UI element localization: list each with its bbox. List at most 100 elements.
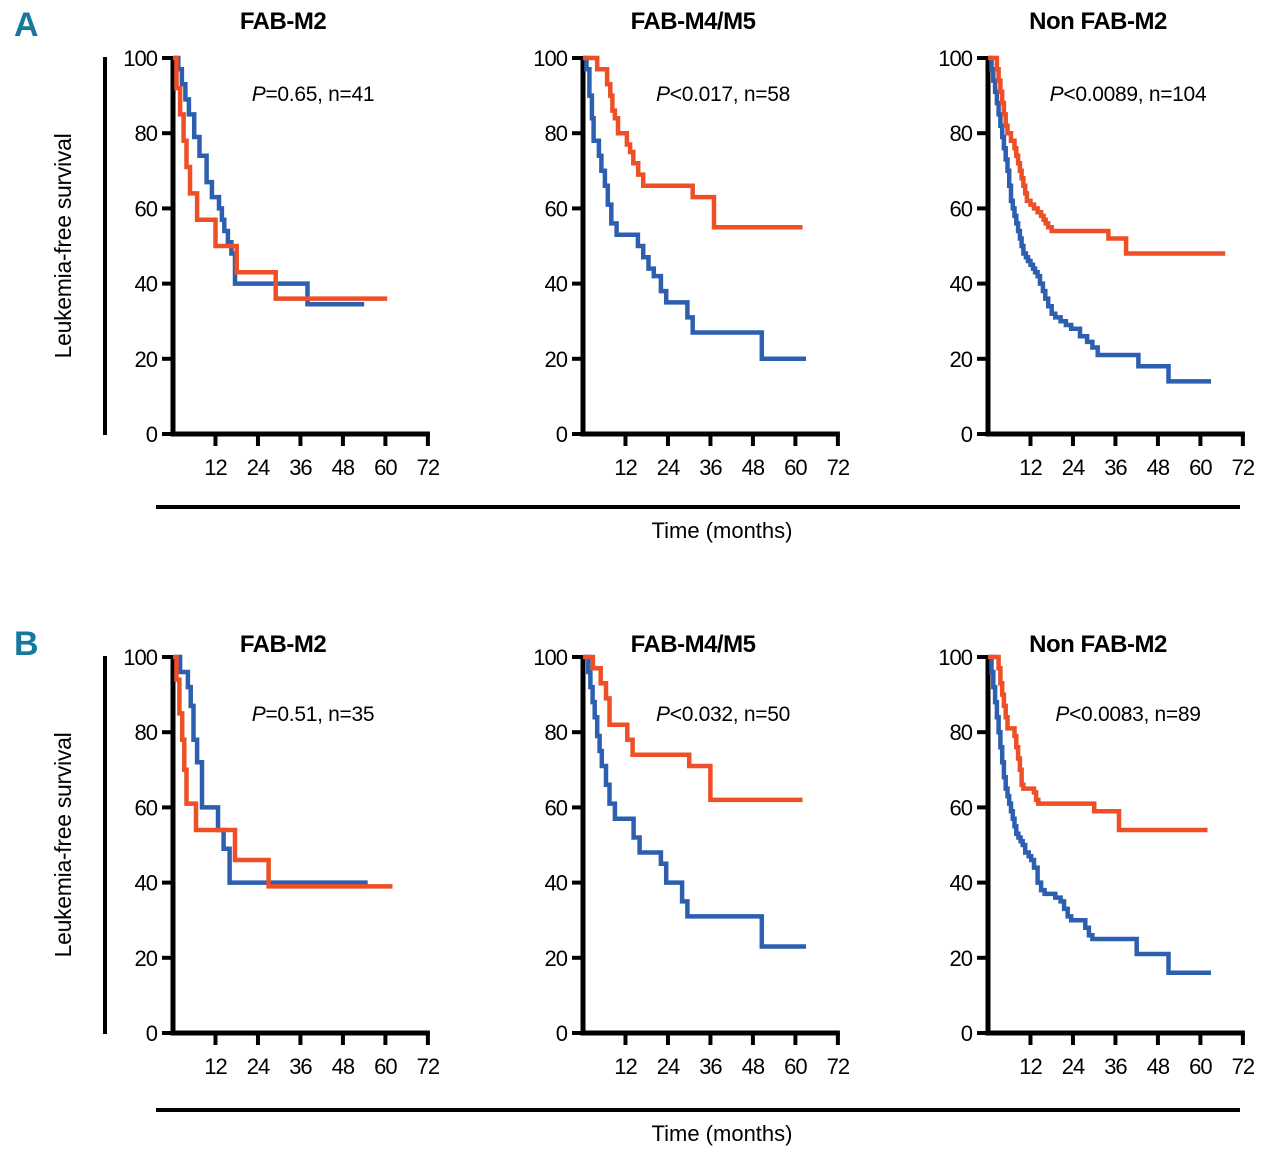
annotation-text: <0.0089, n=104 [1063,83,1207,106]
p-value-annotation: P<0.0083, n=89 [973,703,1280,727]
y-tick-label: 80 [135,720,158,745]
y-tick-label: 20 [545,347,568,372]
x-tick-label: 60 [374,1054,397,1079]
y-tick-label: 100 [533,46,567,71]
x-tick-label: 60 [784,1054,807,1079]
x-tick-label: 24 [657,455,680,480]
x-tick-label: 72 [827,455,850,480]
x-tick-label: 60 [374,455,397,480]
y-tick-label: 20 [135,946,158,971]
y-tick-label: 0 [556,1021,568,1046]
km-plot: 0 20 40 60 80 100 12 24 36 48 60 72 [533,645,868,1084]
y-tick-label: 80 [950,720,973,745]
km-curve-blue [173,55,365,307]
km-curve-orange [583,654,803,803]
x-tick-label: 48 [1147,455,1170,480]
x-axis-label-row-a: Time (months) [651,518,793,543]
x-tick-label: 48 [332,455,355,480]
y-tick-label: 0 [556,422,568,447]
x-tick-label: 36 [699,1054,722,1079]
y-tick-label: 100 [123,645,157,670]
panel-a-non-fab-m2: Non FAB-M2 P<0.0089, n=104 0 20 40 60 80 100 1… [938,8,1256,485]
panel-a-fab-m2: FAB-M2 P=0.65, n=41 0 20 40 60 80 100 12 24 36 48… [123,8,441,485]
x-tick-label: 48 [1147,1054,1170,1079]
km-curve-blue [173,654,368,885]
y-tick-label: 80 [135,121,158,146]
p-value-annotation: P=0.51, n=35 [158,703,468,727]
km-plot: 0 20 40 60 80 100 12 24 36 48 60 72 [533,46,868,485]
km-curve-orange [988,654,1208,833]
y-tick-label: 60 [950,795,973,820]
annotation-text: <0.032, n=50 [669,703,790,726]
km-plot-svg: 0 20 40 60 80 100 12 24 36 48 60 72 [938,46,1256,480]
km-curve-blue [988,654,1211,976]
y-tick-label: 40 [545,272,568,297]
x-tick-label: 36 [1104,1054,1127,1079]
panel-b-non-fab-m2: Non FAB-M2 P<0.0083, n=89 0 20 40 60 80 100 12… [938,631,1256,1084]
km-curve-orange [173,55,388,301]
km-plot: 0 20 40 60 80 100 12 24 36 48 60 72 [123,46,458,485]
x-tick-label: 48 [742,455,765,480]
x-tick-label: 48 [332,1054,355,1079]
panel-title: FAB-M2 [239,631,327,658]
km-plot-svg: 0 20 40 60 80 100 12 24 36 48 60 72 [123,46,441,480]
y-axis-label-row-a: Leukemia-free survival [50,133,76,359]
km-plot-svg: 0 20 40 60 80 100 12 24 36 48 60 72 [533,46,851,480]
x-tick-label: 36 [699,455,722,480]
y-tick-label: 60 [135,196,158,221]
x-tick-label: 12 [614,1054,637,1079]
p-symbol: P [656,83,670,106]
panel-row-label-b: B [14,625,39,663]
y-axis-rule-row-b [103,656,107,1034]
p-symbol: P [251,83,266,106]
x-tick-label: 36 [289,455,312,480]
km-plot: 0 20 40 60 80 100 12 24 36 48 60 72 [938,46,1273,485]
x-tick-label: 12 [614,455,637,480]
y-tick-label: 0 [961,1021,973,1046]
x-tick-label: 36 [1104,455,1127,480]
panel-a-fab-m4-m5: FAB-M4/M5 P<0.017, n=58 0 20 40 60 80 100 12 24… [533,8,851,485]
x-axis-label-row-b: Time (months) [651,1121,793,1146]
x-axis-rule-row-a [156,505,1240,509]
x-tick-label: 24 [1062,455,1085,480]
x-tick-label: 12 [204,1054,227,1079]
km-curve-orange [173,654,393,889]
y-tick-label: 20 [545,946,568,971]
p-value-annotation: P=0.65, n=41 [158,83,468,107]
x-tick-label: 72 [827,1054,850,1079]
annotation-text: =0.51, n=35 [265,703,375,726]
km-plot-svg: 0 20 40 60 80 100 12 24 36 48 60 72 [123,645,441,1079]
x-tick-label: 72 [1232,1054,1255,1079]
p-value-annotation: P<0.017, n=58 [568,83,878,107]
y-tick-label: 0 [961,422,973,447]
x-tick-label: 72 [417,455,440,480]
x-tick-label: 48 [742,1054,765,1079]
y-tick-label: 20 [135,347,158,372]
panel-b-fab-m4-m5: FAB-M4/M5 P<0.032, n=50 0 20 40 60 80 100 12 24… [533,631,851,1084]
x-tick-label: 12 [1019,455,1042,480]
km-curve-orange [583,55,803,230]
panel-title: FAB-M4/M5 [630,631,756,658]
y-tick-label: 60 [135,795,158,820]
km-plot-svg: 0 20 40 60 80 100 12 24 36 48 60 72 [533,645,851,1079]
y-tick-label: 20 [950,347,973,372]
y-tick-label: 20 [950,946,973,971]
panel-title: FAB-M2 [239,8,327,35]
x-tick-label: 12 [204,455,227,480]
y-tick-label: 80 [545,121,568,146]
y-tick-label: 100 [123,46,157,71]
x-tick-label: 24 [1062,1054,1085,1079]
y-tick-label: 40 [545,871,568,896]
km-curve-blue [583,654,806,949]
p-symbol: P [1049,83,1064,106]
x-tick-label: 60 [1189,455,1212,480]
x-axis-rule-row-b [156,1108,1240,1112]
x-tick-label: 12 [1019,1054,1042,1079]
p-symbol: P [251,703,266,726]
panel-title: Non FAB-M2 [1029,631,1167,658]
y-tick-label: 0 [146,422,158,447]
y-tick-label: 40 [135,871,158,896]
panel-title: Non FAB-M2 [1029,8,1167,35]
x-tick-label: 60 [784,455,807,480]
